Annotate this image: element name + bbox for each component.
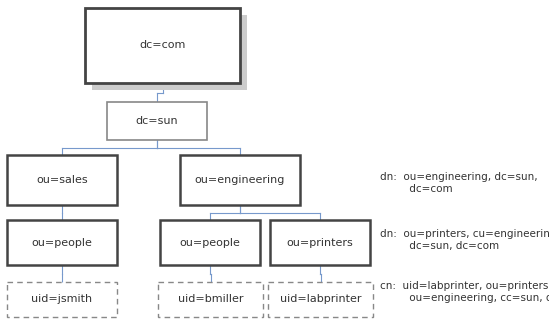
Text: uid=bmiller: uid=bmiller [178,295,243,305]
Text: dc=com: dc=com [139,40,186,51]
Text: uid=jsmith: uid=jsmith [31,295,93,305]
Text: ou=people: ou=people [180,237,240,248]
Text: ou=people: ou=people [31,237,92,248]
Text: dn:  ou=printers, cu=engineering,
         dc=sun, dc=com: dn: ou=printers, cu=engineering, dc=sun,… [380,229,549,251]
Bar [92,15,247,90]
Text: uid=labprinter: uid=labprinter [280,295,361,305]
Text: ou=printers: ou=printers [287,237,354,248]
Bar [270,220,370,265]
Text: dc=sun: dc=sun [136,116,178,126]
Text: dn:  ou=engineering, dc=sun,
         dc=com: dn: ou=engineering, dc=sun, dc=com [380,172,537,194]
Text: ou=sales: ou=sales [36,175,88,185]
Text: ou=engineering: ou=engineering [195,175,285,185]
Bar [160,220,260,265]
Bar [7,155,117,205]
Bar [7,220,117,265]
Bar [85,8,240,83]
Bar [7,282,117,317]
Bar [180,155,300,205]
Text: cn:  uid=labprinter, ou=printers,
         ou=engineering, cc=sun, dc=com: cn: uid=labprinter, ou=printers, ou=engi… [380,281,549,303]
Bar [268,282,373,317]
Bar [158,282,263,317]
Bar [107,102,207,140]
